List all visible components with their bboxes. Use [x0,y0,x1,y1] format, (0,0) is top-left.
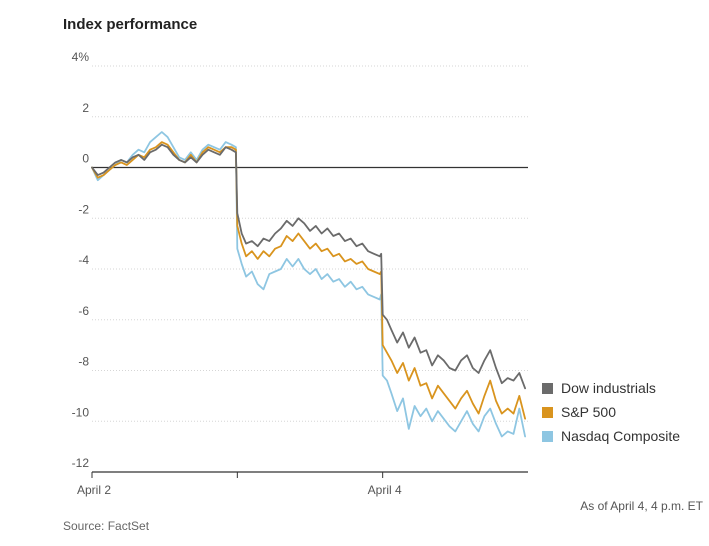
legend-label-nasdaq: Nasdaq Composite [561,428,681,444]
series-line-s-p-500 [91,141,526,420]
y-tick-label: -12 [72,456,90,470]
y-tick-label: 2 [82,101,89,115]
legend-label-dow: Dow industrials [561,380,656,396]
legend: Dow industrials S&P 500 Nasdaq Composite [542,376,680,448]
legend-swatch-dow [542,382,553,394]
y-tick-label: 4% [72,50,90,64]
x-axis: April 2 April 4 [77,472,402,497]
chart-title: Index performance [63,16,198,33]
series-line-nasdaq-composite [91,131,526,438]
legend-item-dow: Dow industrials [542,376,680,400]
y-tick-label: 0 [82,152,89,166]
y-tick-label: -6 [78,304,89,318]
legend-swatch-sp500 [542,406,553,418]
y-tick-label: -8 [78,355,89,369]
y-tick-label: -10 [72,405,90,419]
series-lines [91,131,526,438]
legend-label-sp500: S&P 500 [561,404,617,420]
grid-lines [92,65,528,473]
y-axis-ticks: 4% 2 0 -2 -4 -6 -8 -10 -12 [72,50,90,470]
y-tick-label: -4 [78,253,89,267]
x-tick-label: April 2 [77,483,111,497]
legend-item-nasdaq: Nasdaq Composite [542,424,680,448]
y-tick-label: -2 [78,202,89,216]
source-note: Source: FactSet [63,519,150,533]
legend-swatch-nasdaq [542,430,553,442]
x-tick-label: April 4 [368,483,402,497]
series-line-dow-industrials [91,143,526,390]
legend-item-sp500: S&P 500 [542,400,680,424]
timestamp-note: As of April 4, 4 p.m. ET [580,499,703,513]
